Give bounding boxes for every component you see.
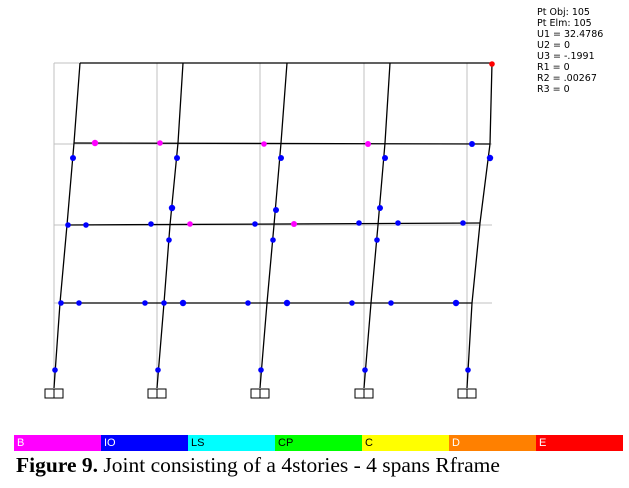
r1-line: R1 = 0 <box>537 62 570 73</box>
legend-IO: IO <box>101 435 188 451</box>
r3-line: R3 = 0 <box>537 84 570 95</box>
hinge-IO-dot <box>395 220 401 226</box>
hinge-IO-dot <box>460 220 466 226</box>
u3-line: U3 = -.1991 <box>537 51 595 62</box>
hinge-IO-dot <box>168 204 176 212</box>
legend-B: B <box>14 435 101 451</box>
hinge-IO-dot <box>283 299 291 307</box>
hinge-IO-dot <box>166 237 172 243</box>
hinge-IO-dot <box>161 300 167 306</box>
hinge-IO-dot <box>76 300 82 306</box>
hinge-IO-dot <box>374 237 380 243</box>
column-2 <box>156 62 184 389</box>
hinge-IO-dot <box>278 155 284 161</box>
figure-caption: Figure 9. Joint consisting of a 4stories… <box>16 452 628 478</box>
support-icon <box>457 388 477 399</box>
column-3 <box>259 62 288 389</box>
hinge-IO-dot <box>65 222 71 228</box>
hinge-IO-dot <box>356 220 362 226</box>
hinge-IO-dot <box>179 299 187 307</box>
legend-label: CP <box>278 437 294 449</box>
legend-LS: LS <box>188 435 275 451</box>
hinge-IO-dot <box>452 299 460 307</box>
hinge-IO-dot <box>70 155 76 161</box>
pt-obj-line: Pt Obj: 105 <box>537 7 590 18</box>
hinge-B-dot <box>291 221 297 227</box>
support-icon <box>250 388 270 399</box>
pt-elm-line: Pt Elm: 105 <box>537 18 592 29</box>
hinge-IO-dot <box>469 141 475 147</box>
caption-text: Joint consisting of a 4stories - 4 spans… <box>98 453 500 477</box>
support-icon <box>354 388 374 399</box>
u1-line: U1 = 32.4786 <box>537 29 604 40</box>
u2-line: U2 = 0 <box>537 40 571 51</box>
hinge-B-dot <box>187 221 193 227</box>
legend-label: D <box>452 437 460 449</box>
support-icon <box>44 388 64 399</box>
hinge-B-dot <box>91 139 99 147</box>
hinge-state-legend: B IO LS CP C D E <box>14 435 623 451</box>
legend-label: LS <box>191 437 205 449</box>
legend-D: D <box>449 435 536 451</box>
hinge-IO-dot <box>377 205 383 211</box>
hinge-IO-dot <box>142 300 148 306</box>
r2-line: R2 = .00267 <box>537 73 597 84</box>
hinges <box>52 61 495 373</box>
support-icon <box>147 388 167 399</box>
point-info-panel: Pt Obj: 105 Pt Elm: 105 U1 = 32.4786 U2 … <box>537 7 603 95</box>
legend-label: B <box>17 437 25 449</box>
hinge-IO-dot <box>83 222 89 228</box>
legend-E: E <box>536 435 623 451</box>
undeformed-grid <box>53 62 492 388</box>
legend-label: IO <box>104 437 116 449</box>
hinge-E-dot <box>489 61 495 67</box>
hinge-IO-dot <box>148 221 154 227</box>
hinge-IO-dot <box>52 367 58 373</box>
hinge-B-dot <box>157 140 163 146</box>
hinge-IO-dot <box>174 155 180 161</box>
hinge-IO-dot <box>382 155 388 161</box>
hinge-B-dot <box>261 141 267 147</box>
hinge-IO-dot <box>155 367 161 373</box>
hinge-IO-dot <box>486 154 494 162</box>
supports <box>44 388 477 399</box>
legend-label: E <box>539 437 547 449</box>
legend-C: C <box>362 435 449 451</box>
hinge-IO-dot <box>273 207 279 213</box>
beam-story-3 <box>73 142 491 145</box>
hinge-IO-dot <box>388 300 394 306</box>
hinge-IO-dot <box>252 221 258 227</box>
legend-label: C <box>365 437 373 449</box>
hinge-IO-dot <box>465 367 471 373</box>
caption-label: Figure 9. <box>16 453 99 477</box>
hinge-IO-dot <box>270 237 276 243</box>
column-5 <box>466 62 493 389</box>
legend-CP: CP <box>275 435 362 451</box>
column-4 <box>363 62 391 389</box>
hinge-IO-dot <box>362 367 368 373</box>
hinge-IO-dot <box>258 367 264 373</box>
hinge-B-dot <box>365 141 371 147</box>
hinge-IO-dot <box>245 300 251 306</box>
hinge-IO-dot <box>58 300 64 306</box>
hinge-IO-dot <box>349 300 355 306</box>
frame-diagram <box>44 61 495 399</box>
